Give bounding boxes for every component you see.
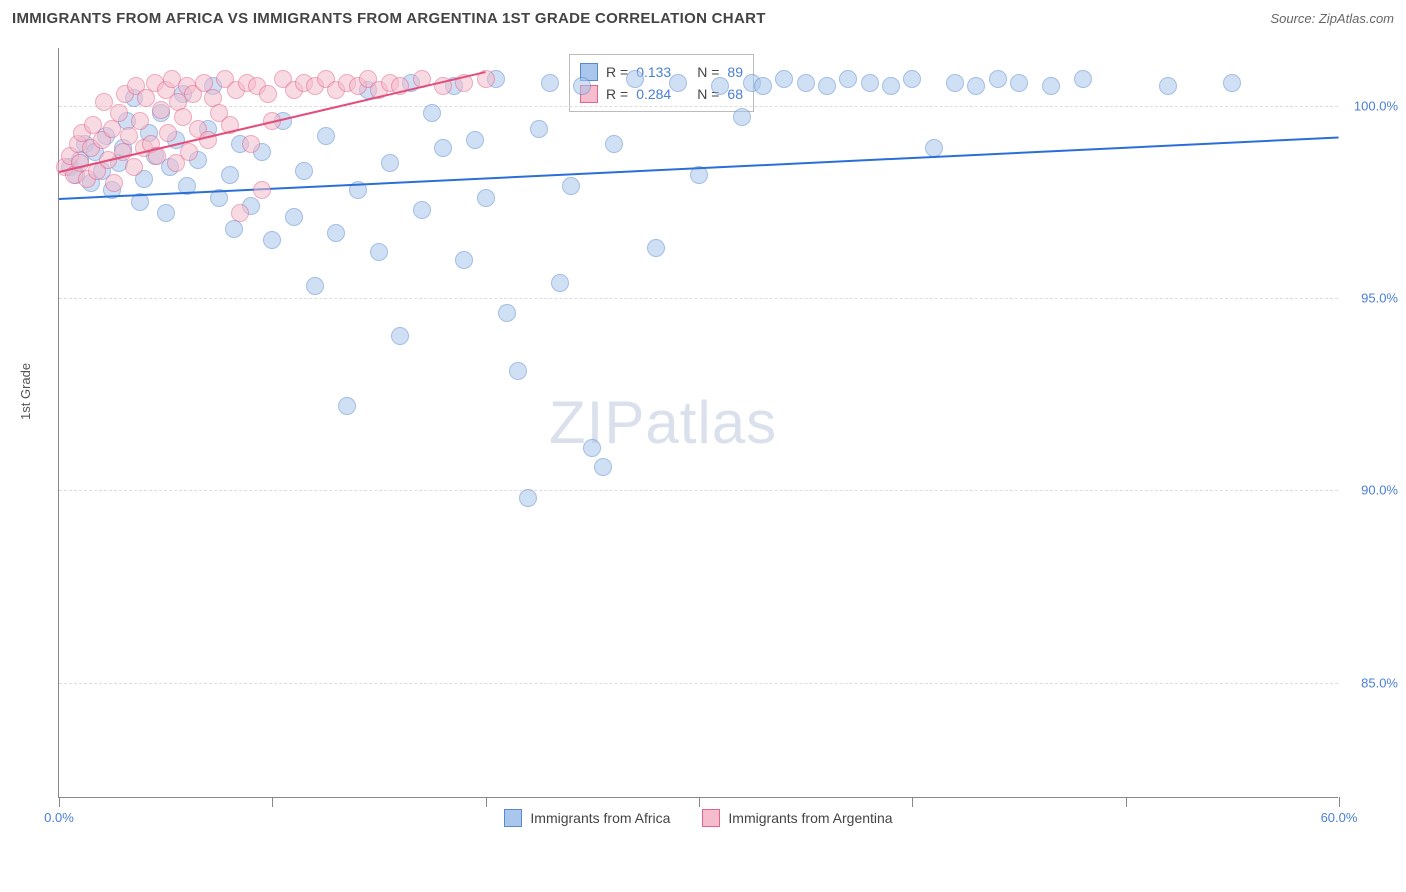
grid-line — [59, 490, 1338, 491]
data-point — [1042, 77, 1060, 95]
data-point — [423, 104, 441, 122]
legend-label: Immigrants from Argentina — [728, 810, 892, 826]
data-point — [967, 77, 985, 95]
data-point — [839, 70, 857, 88]
data-point — [1074, 70, 1092, 88]
data-point — [159, 124, 177, 142]
stat-n-value-africa: 89 — [727, 64, 743, 80]
x-tick — [1126, 797, 1127, 807]
data-point — [242, 135, 260, 153]
data-point — [466, 131, 484, 149]
data-point — [647, 239, 665, 257]
data-point — [413, 201, 431, 219]
x-tick — [59, 797, 60, 807]
data-point — [605, 135, 623, 153]
data-point — [455, 251, 473, 269]
data-point — [551, 274, 569, 292]
data-point — [530, 120, 548, 138]
swatch-icon — [504, 809, 522, 827]
legend-item-africa: Immigrants from Africa — [504, 809, 670, 827]
data-point — [775, 70, 793, 88]
data-point — [338, 397, 356, 415]
data-point — [391, 327, 409, 345]
x-tick — [486, 797, 487, 807]
x-tick — [912, 797, 913, 807]
data-point — [306, 277, 324, 295]
data-point — [103, 120, 121, 138]
source-label: Source: ZipAtlas.com — [1270, 11, 1394, 26]
x-tick — [1339, 797, 1340, 807]
data-point — [754, 77, 772, 95]
stat-r-label: R = — [606, 86, 628, 102]
legend-item-argentina: Immigrants from Argentina — [702, 809, 892, 827]
grid-line — [59, 683, 1338, 684]
data-point — [541, 74, 559, 92]
data-point — [925, 139, 943, 157]
data-point — [285, 208, 303, 226]
x-tick — [272, 797, 273, 807]
data-point — [882, 77, 900, 95]
y-axis-label: 1st Grade — [18, 363, 33, 420]
title-bar: IMMIGRANTS FROM AFRICA VS IMMIGRANTS FRO… — [0, 0, 1406, 35]
data-point — [519, 489, 537, 507]
chart-title: IMMIGRANTS FROM AFRICA VS IMMIGRANTS FRO… — [12, 10, 766, 27]
data-point — [711, 77, 729, 95]
grid-line — [59, 106, 1338, 107]
data-point — [295, 162, 313, 180]
data-point — [317, 127, 335, 145]
data-point — [152, 101, 170, 119]
swatch-icon — [702, 809, 720, 827]
data-point — [946, 74, 964, 92]
data-point — [573, 77, 591, 95]
stat-r-value-argentina: 0.284 — [636, 86, 671, 102]
data-point — [562, 177, 580, 195]
data-point — [225, 220, 243, 238]
y-tick-label: 100.0% — [1354, 98, 1398, 113]
data-point — [110, 104, 128, 122]
data-point — [477, 189, 495, 207]
x-tick — [699, 797, 700, 807]
data-point — [131, 112, 149, 130]
data-point — [263, 231, 281, 249]
data-point — [989, 70, 1007, 88]
grid-line — [59, 298, 1338, 299]
data-point — [498, 304, 516, 322]
data-point — [626, 70, 644, 88]
data-point — [797, 74, 815, 92]
data-point — [583, 439, 601, 457]
bottom-legend: Immigrants from Africa Immigrants from A… — [59, 809, 1338, 827]
stat-n-value-argentina: 68 — [727, 86, 743, 102]
data-point — [733, 108, 751, 126]
data-point — [1223, 74, 1241, 92]
data-point — [1159, 77, 1177, 95]
data-point — [231, 204, 249, 222]
y-tick-label: 90.0% — [1361, 483, 1398, 498]
data-point — [818, 77, 836, 95]
data-point — [253, 181, 271, 199]
x-tick-label: 0.0% — [44, 810, 74, 825]
data-point — [509, 362, 527, 380]
data-point — [125, 158, 143, 176]
data-point — [381, 154, 399, 172]
data-point — [157, 204, 175, 222]
data-point — [180, 143, 198, 161]
data-point — [903, 70, 921, 88]
y-tick-label: 85.0% — [1361, 675, 1398, 690]
data-point — [105, 174, 123, 192]
data-point — [669, 74, 687, 92]
x-tick-label: 60.0% — [1321, 810, 1358, 825]
data-point — [327, 224, 345, 242]
data-point — [594, 458, 612, 476]
data-point — [1010, 74, 1028, 92]
legend-label: Immigrants from Africa — [530, 810, 670, 826]
y-tick-label: 95.0% — [1361, 291, 1398, 306]
data-point — [861, 74, 879, 92]
stat-r-label: R = — [606, 64, 628, 80]
data-point — [434, 139, 452, 157]
data-point — [370, 243, 388, 261]
data-point — [221, 166, 239, 184]
scatter-chart: ZIPatlas R = 0.133 N = 89 R = 0.284 N = … — [58, 48, 1338, 798]
data-point — [259, 85, 277, 103]
